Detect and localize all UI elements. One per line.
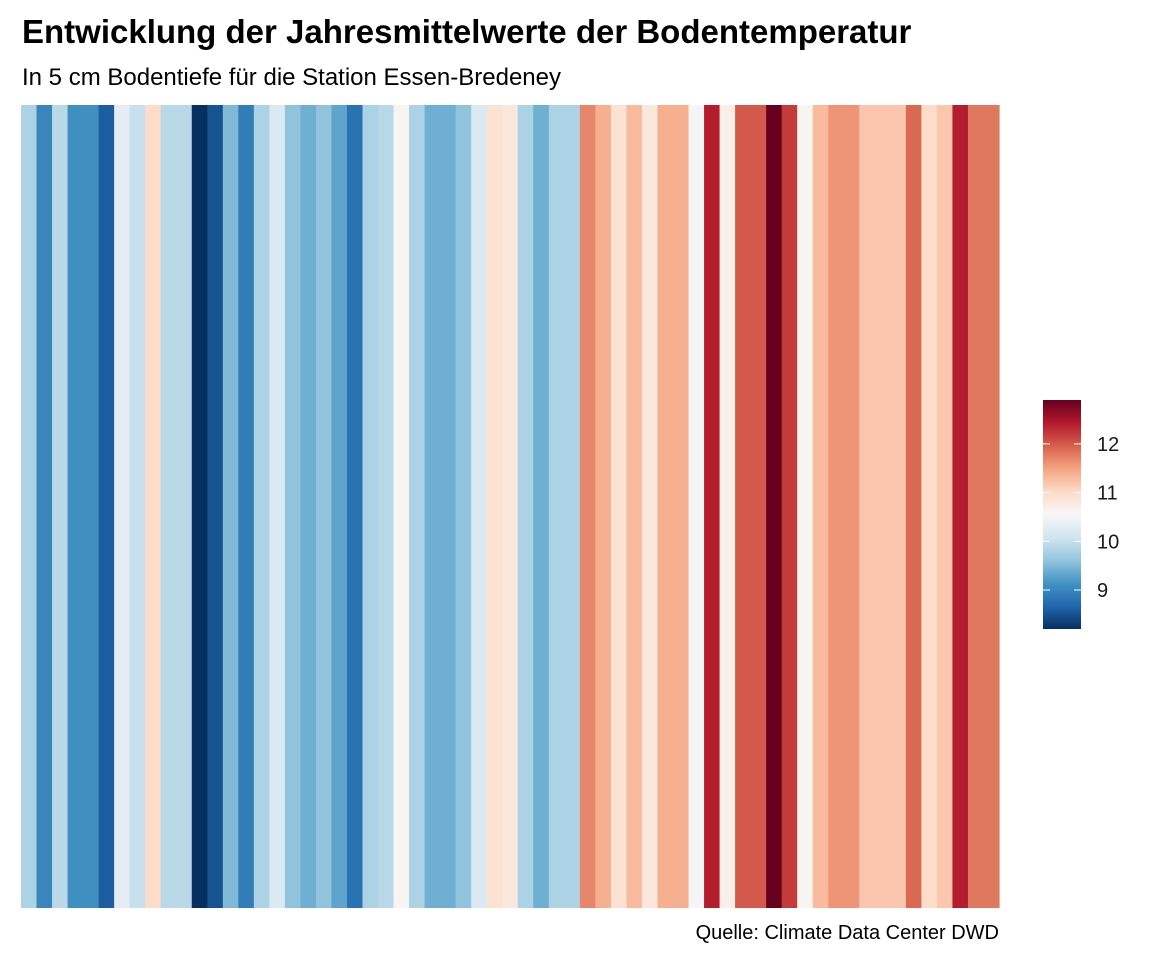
stripe [610,105,628,908]
stripe [595,105,612,908]
stripe [160,105,177,908]
stripe [766,105,783,908]
color-legend: 9 10 11 12 [1043,400,1119,629]
stripe [750,105,767,908]
stripe [83,105,100,908]
stripe [440,105,457,908]
stripe [300,105,317,908]
stripe [455,105,472,908]
stripe [936,105,954,908]
stripe [424,105,441,908]
stripe [579,105,596,908]
stripe [564,105,581,908]
stripe [843,105,860,908]
stripe [502,105,519,908]
stripe [828,105,845,908]
stripe [191,105,208,908]
stripe [176,105,193,908]
chart-title: Entwicklung der Jahresmittelwerte der Bo… [22,13,912,50]
stripe [673,105,690,908]
stripe [129,105,146,908]
stripe [517,105,534,908]
stripe [486,105,503,908]
stripe [533,105,550,908]
stripe [347,105,364,908]
stripe [952,105,969,908]
stripe [98,105,115,908]
stripe [269,105,286,908]
stripe [409,105,426,908]
stripe [393,105,410,908]
stripe [874,105,891,908]
stripe [688,105,705,908]
stripe [378,105,395,908]
stripe [471,105,488,908]
stripe [548,105,565,908]
stripe [967,105,985,908]
stripe [362,105,379,908]
stripe [145,105,162,908]
stripe [36,105,53,908]
legend-colorbar [1043,400,1081,629]
legend-tick-label: 12 [1097,434,1119,456]
stripe [921,105,938,908]
stripe [253,105,270,908]
stripe [735,105,752,908]
legend-tick-label: 9 [1097,580,1108,602]
stripe [905,105,922,908]
stripe [284,105,302,908]
stripe [797,105,814,908]
stripe [207,105,224,908]
stripe [641,105,659,908]
stripes-group [21,105,1000,908]
stripe [114,105,131,908]
stripe [331,105,348,908]
stripe [983,105,1000,908]
legend-tick-label: 11 [1097,483,1118,505]
stripe [719,105,736,908]
stripe [67,105,84,908]
stripe [657,105,674,908]
stripe [626,105,643,908]
legend-tick-label: 10 [1097,531,1119,553]
stripe [315,105,333,908]
stripe [222,105,239,908]
stripe [704,105,721,908]
stripe [890,105,907,908]
stripe [859,105,876,908]
stripe [781,105,798,908]
chart-subtitle: In 5 cm Bodentiefe für die Station Essen… [22,64,561,91]
stripe [52,105,69,908]
stripe [238,105,255,908]
source-caption: Quelle: Climate Data Center DWD [695,922,999,944]
stripe [21,105,38,908]
stripe [812,105,829,908]
